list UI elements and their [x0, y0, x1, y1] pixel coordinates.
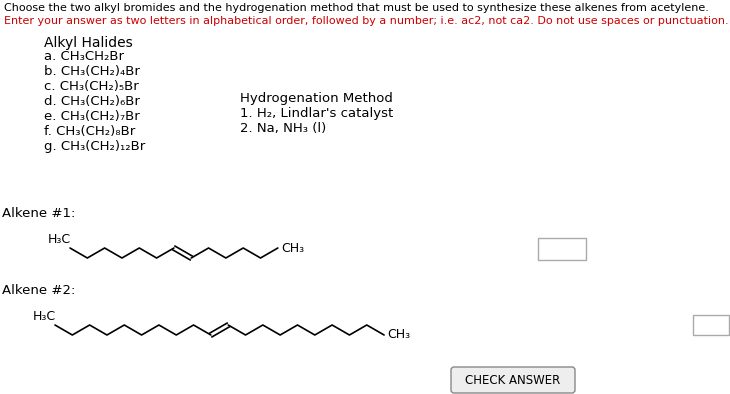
Text: a. CH₃CH₂Br: a. CH₃CH₂Br	[44, 50, 124, 63]
Text: 2. Na, NH₃ (l): 2. Na, NH₃ (l)	[240, 122, 326, 135]
FancyBboxPatch shape	[451, 367, 575, 393]
Text: b. CH₃(CH₂)₄Br: b. CH₃(CH₂)₄Br	[44, 65, 140, 78]
Text: CH₃: CH₃	[387, 329, 410, 342]
Text: Alkene #2:: Alkene #2:	[2, 284, 75, 297]
Text: CHECK ANSWER: CHECK ANSWER	[466, 374, 561, 387]
Text: 1. H₂, Lindlar's catalyst: 1. H₂, Lindlar's catalyst	[240, 107, 393, 120]
Text: f. CH₃(CH₂)₈Br: f. CH₃(CH₂)₈Br	[44, 125, 135, 138]
Text: H₃C: H₃C	[48, 233, 71, 246]
Text: d. CH₃(CH₂)₆Br: d. CH₃(CH₂)₆Br	[44, 95, 140, 108]
Text: g. CH₃(CH₂)₁₂Br: g. CH₃(CH₂)₁₂Br	[44, 140, 145, 153]
Text: e. CH₃(CH₂)₇Br: e. CH₃(CH₂)₇Br	[44, 110, 139, 123]
Text: Choose the two alkyl bromides and the hydrogenation method that must be used to : Choose the two alkyl bromides and the hy…	[4, 3, 709, 13]
Text: Enter your answer as two letters in alphabetical order, followed by a number; i.: Enter your answer as two letters in alph…	[4, 16, 729, 26]
Text: CH₃: CH₃	[281, 242, 304, 255]
Text: c. CH₃(CH₂)₅Br: c. CH₃(CH₂)₅Br	[44, 80, 139, 93]
Text: Alkene #1:: Alkene #1:	[2, 207, 75, 220]
FancyBboxPatch shape	[538, 238, 586, 260]
Text: Hydrogenation Method: Hydrogenation Method	[240, 92, 393, 105]
Text: Alkyl Halides: Alkyl Halides	[44, 36, 133, 50]
Text: H₃C: H₃C	[33, 310, 56, 323]
FancyBboxPatch shape	[693, 315, 729, 335]
